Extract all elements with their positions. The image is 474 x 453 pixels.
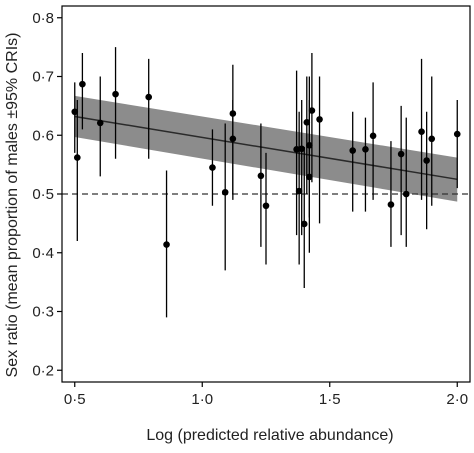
data-point-16	[298, 145, 306, 153]
data-point-22	[316, 116, 323, 123]
data-point-21	[308, 107, 316, 114]
y-axis-label: Sex ratio (mean proportion of males ±95%…	[4, 33, 21, 378]
data-point-30	[423, 157, 430, 164]
y-tick-label: 0·4	[32, 245, 54, 262]
y-tick-label: 0·8	[32, 10, 54, 27]
data-point-24	[362, 146, 369, 153]
data-point-18	[303, 119, 311, 126]
data-point-7	[163, 241, 170, 248]
data-point-19	[306, 141, 313, 149]
axes: 0·2 0·3 0·4 0·5 0·6 0·7 0·8 0·5 1·0 1·5 2·0	[32, 5, 471, 408]
y-tick-label: 0·7	[32, 69, 54, 86]
x-tick-label: 1·5	[319, 391, 341, 408]
data-point-31	[428, 135, 436, 143]
data-point-13	[262, 202, 270, 210]
data-point-2	[74, 154, 81, 161]
x-tick-label: 0·5	[64, 391, 86, 408]
data-point-28	[402, 190, 410, 198]
data-point-1	[71, 108, 79, 116]
y-tick-label: 0·2	[32, 362, 54, 379]
data-point-25	[369, 132, 377, 140]
data-point-10	[229, 110, 237, 117]
data-point-26	[387, 201, 395, 208]
x-tick-label: 1·0	[191, 391, 213, 408]
y-tick-label: 0·5	[32, 186, 54, 203]
y-tick-label: 0·6	[32, 127, 54, 144]
data-point-3	[79, 80, 86, 88]
data-point-4	[96, 119, 104, 127]
data-point-27	[397, 150, 405, 158]
confidence-band	[74, 95, 458, 202]
data-point-32	[453, 130, 461, 138]
data-point-14	[293, 146, 300, 153]
x-axis-label: Log (predicted relative abundance)	[146, 427, 393, 444]
data-point-9	[221, 188, 229, 196]
data-point-8	[209, 164, 216, 171]
data-point-11	[229, 135, 237, 143]
data-point-29	[418, 128, 425, 136]
x-tick-label: 2·0	[446, 391, 468, 408]
plot-area	[62, 47, 470, 318]
data-point-15	[295, 187, 303, 195]
data-point-17	[300, 220, 308, 228]
data-point-23	[349, 147, 357, 154]
fit-line	[74, 115, 458, 181]
data-point-5	[112, 90, 119, 98]
data-point-6	[145, 93, 152, 101]
data-point-12	[257, 172, 265, 180]
data-point-20	[306, 173, 313, 181]
y-tick-label: 0·3	[32, 304, 54, 321]
